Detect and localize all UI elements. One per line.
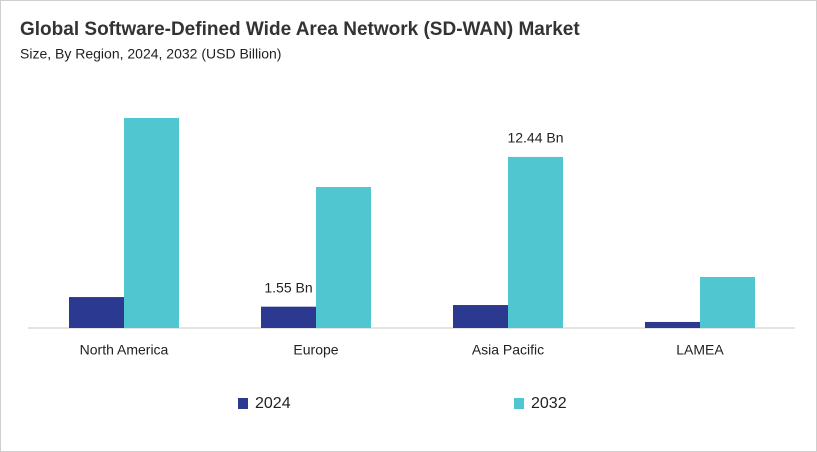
bar <box>508 156 563 328</box>
bar <box>261 306 316 328</box>
data-label: 12.44 Bn <box>507 130 563 146</box>
chart-subtitle: Size, By Region, 2024, 2032 (USD Billion… <box>20 46 281 62</box>
bar <box>124 118 179 328</box>
bar <box>700 276 755 328</box>
x-tick-label: LAMEA <box>676 342 724 358</box>
legend-swatch <box>238 398 248 409</box>
bar <box>645 321 700 328</box>
bar <box>453 305 508 328</box>
legend-swatch <box>514 398 524 409</box>
x-tick-label: North America <box>80 342 169 358</box>
data-label: 1.55 Bn <box>264 279 312 295</box>
chart-title: Global Software-Defined Wide Area Networ… <box>20 19 580 40</box>
x-tick-label: Asia Pacific <box>472 342 544 358</box>
bar <box>69 297 124 328</box>
legend-label: 2032 <box>531 395 567 412</box>
x-tick-label: Europe <box>293 342 338 358</box>
legend-label: 2024 <box>255 395 291 412</box>
bar <box>316 187 371 328</box>
